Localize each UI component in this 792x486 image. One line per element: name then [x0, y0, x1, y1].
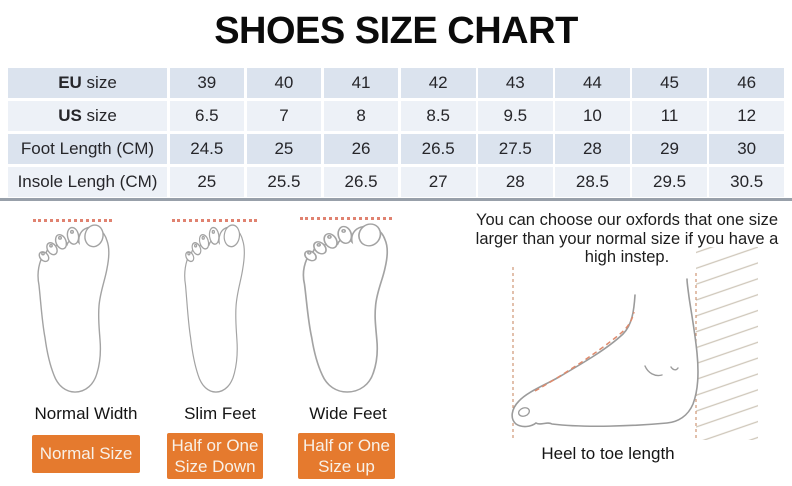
- size-value-cell: 28: [478, 166, 553, 197]
- size-value-cell: 30: [709, 133, 784, 165]
- instep-advice-note: You can choose our oxfords that one size…: [462, 211, 792, 267]
- size-value-cell: 25: [169, 166, 245, 197]
- toenail: [518, 407, 530, 417]
- toe-length-marker-line: [172, 219, 257, 222]
- size-value-cell: 26: [323, 133, 399, 165]
- size-value-cell: 29.5: [632, 166, 707, 197]
- size-value-cell: 28: [555, 133, 630, 165]
- size-value-cell: 29: [632, 133, 707, 165]
- size-value-cell: 26.5: [323, 166, 399, 197]
- row-label: Foot Length (CM): [8, 133, 167, 165]
- foot-type-label-slim: Slim Feet: [184, 404, 256, 423]
- size-value-cell: 8: [323, 100, 399, 132]
- normal-size-button[interactable]: Normal Size: [32, 435, 140, 473]
- size-value-cell: 6.5: [169, 100, 245, 132]
- size-value-cell: 24.5: [169, 133, 245, 165]
- wall-hatching: [696, 247, 758, 440]
- heel-to-toe-caption: Heel to toe length: [541, 444, 675, 463]
- size-value-cell: 45: [632, 68, 707, 99]
- section-divider: [0, 198, 792, 201]
- foot-type-label-normal: Normal Width: [34, 404, 138, 423]
- note-line: high instep.: [584, 248, 670, 266]
- toe-length-marker-line: [33, 219, 112, 222]
- size-value-cell: 11: [632, 100, 707, 132]
- instep-dashed-line: [534, 311, 635, 392]
- wide-feet-footprint-illustration: [301, 222, 389, 393]
- toe-length-marker-line: [300, 217, 392, 220]
- row-label: EU size: [8, 68, 167, 99]
- row-label: Insole Lengh (CM): [8, 166, 167, 197]
- row-label: US size: [8, 100, 167, 132]
- size-value-cell: 10: [555, 100, 630, 132]
- size-value-cell: 40: [246, 68, 322, 99]
- size-value-cell: 28.5: [555, 166, 630, 197]
- size-value-cell: 25: [246, 133, 322, 165]
- size-value-cell: 12: [709, 100, 784, 132]
- size-value-cell: 43: [478, 68, 553, 99]
- slim-feet-footprint-illustration: [183, 223, 246, 393]
- heel-to-toe-length-illustration: [511, 247, 758, 441]
- note-line: You can choose our oxfords that one size: [475, 211, 779, 229]
- size-value-cell: 8.5: [400, 100, 476, 132]
- size-table: EU size 39 40 41 42 43 44 45 46 US size 6.5 7 8 8.5 9.…: [8, 68, 784, 197]
- note-line: larger than your normal size if you have…: [475, 229, 779, 248]
- side-foot-outline: [511, 278, 699, 428]
- size-down-button[interactable]: Half or One Size Down: [167, 433, 263, 479]
- size-value-cell: 27: [400, 166, 476, 197]
- size-value-cell: 39: [169, 68, 245, 99]
- normal-width-footprint-illustration: [36, 223, 110, 393]
- size-up-button[interactable]: Half or One Size up: [298, 433, 395, 479]
- size-value-cell: 7: [246, 100, 322, 132]
- size-value-cell: 30.5: [709, 166, 784, 197]
- page-title: SHOES SIZE CHART: [214, 10, 578, 52]
- size-value-cell: 25.5: [246, 166, 322, 197]
- size-value-cell: 41: [323, 68, 399, 99]
- size-value-cell: 42: [400, 68, 476, 99]
- ankle-crease: [644, 365, 663, 377]
- size-value-cell: 27.5: [478, 133, 553, 165]
- size-value-cell: 44: [555, 68, 630, 99]
- size-value-cell: 26.5: [400, 133, 476, 165]
- size-value-cell: 46: [709, 68, 784, 99]
- ankle-crease-small: [670, 366, 679, 371]
- foot-type-label-wide: Wide Feet: [309, 404, 387, 423]
- size-value-cell: 9.5: [478, 100, 553, 132]
